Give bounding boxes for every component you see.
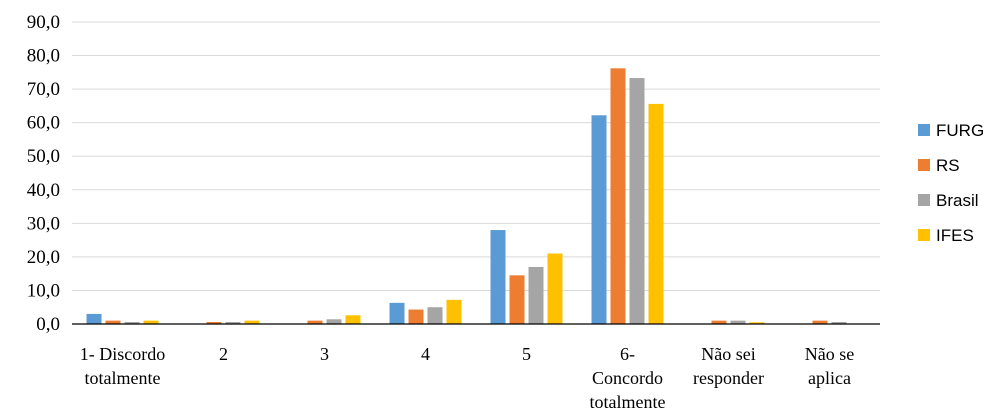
bar-furg bbox=[86, 313, 102, 324]
bar-brasil bbox=[225, 321, 241, 324]
x-category-label: totalmente bbox=[590, 392, 666, 412]
bar-brasil bbox=[528, 266, 544, 324]
bar-brasil bbox=[427, 307, 443, 324]
bar-rs bbox=[307, 320, 323, 324]
bar-furg bbox=[389, 302, 405, 324]
bar-rs bbox=[711, 320, 727, 324]
x-category-label: responder bbox=[693, 368, 764, 388]
y-tick-label: 20,0 bbox=[27, 247, 60, 268]
bar-rs bbox=[610, 68, 626, 324]
bar-ifes bbox=[143, 320, 159, 324]
legend-label-furg: FURG bbox=[936, 121, 984, 140]
bar-ifes bbox=[345, 315, 361, 324]
legend-swatch-rs bbox=[918, 159, 930, 171]
x-axis-category-labels: 1- Discordo totalmente 2 3 4 5 6- Concordo total… bbox=[80, 344, 854, 412]
y-tick-label: 30,0 bbox=[27, 213, 60, 234]
bar-brasil bbox=[326, 319, 342, 324]
legend-label-brasil: Brasil bbox=[936, 191, 979, 210]
bar-rs bbox=[408, 309, 424, 324]
legend-swatch-furg bbox=[918, 124, 930, 136]
bar-ifes bbox=[648, 103, 664, 324]
y-tick-label: 60,0 bbox=[27, 113, 60, 134]
y-tick-label: 80,0 bbox=[27, 46, 60, 67]
x-category-label: 5 bbox=[522, 344, 531, 364]
gridlines bbox=[72, 21, 880, 291]
x-category-label: Não sei bbox=[701, 344, 755, 364]
x-category-label: aplica bbox=[808, 368, 851, 388]
legend-label-ifes: IFES bbox=[936, 226, 974, 245]
y-tick-label: 0,0 bbox=[36, 314, 60, 335]
x-category-label: 6- bbox=[620, 344, 635, 364]
y-tick-label: 70,0 bbox=[27, 79, 60, 100]
bar-brasil bbox=[730, 320, 746, 324]
x-category-label: 4 bbox=[421, 344, 430, 364]
bars bbox=[86, 68, 847, 324]
x-category-label: 2 bbox=[219, 344, 228, 364]
y-tick-label: 90,0 bbox=[27, 12, 60, 33]
bar-rs bbox=[206, 321, 222, 324]
bar-rs bbox=[509, 275, 525, 324]
bar-brasil bbox=[629, 78, 645, 324]
y-tick-label: 10,0 bbox=[27, 280, 60, 301]
y-tick-label: 40,0 bbox=[27, 180, 60, 201]
bar-ifes bbox=[547, 253, 563, 324]
bar-ifes bbox=[749, 322, 765, 324]
bar-furg bbox=[591, 115, 607, 324]
bar-rs bbox=[812, 320, 828, 324]
bar-brasil bbox=[831, 321, 847, 324]
x-category-label: 1- Discordo bbox=[80, 344, 165, 364]
x-category-label: 3 bbox=[320, 344, 329, 364]
y-axis-tick-labels: 0,0 10,0 20,0 30,0 40,0 50,0 60,0 70,0 80,0 90,0 bbox=[27, 12, 60, 335]
x-category-label: totalmente bbox=[85, 368, 161, 388]
bar-furg bbox=[490, 230, 506, 324]
bar-ifes bbox=[446, 299, 462, 324]
legend-swatch-brasil bbox=[918, 194, 930, 206]
x-category-label: Concordo bbox=[592, 368, 663, 388]
bar-rs bbox=[105, 320, 121, 324]
legend: FURG RS Brasil IFES bbox=[918, 121, 984, 245]
legend-swatch-ifes bbox=[918, 229, 930, 241]
bar-ifes bbox=[244, 320, 260, 324]
legend-label-rs: RS bbox=[936, 156, 960, 175]
bar-brasil bbox=[124, 321, 140, 324]
x-category-label: Não se bbox=[805, 344, 854, 364]
y-tick-label: 50,0 bbox=[27, 146, 60, 167]
